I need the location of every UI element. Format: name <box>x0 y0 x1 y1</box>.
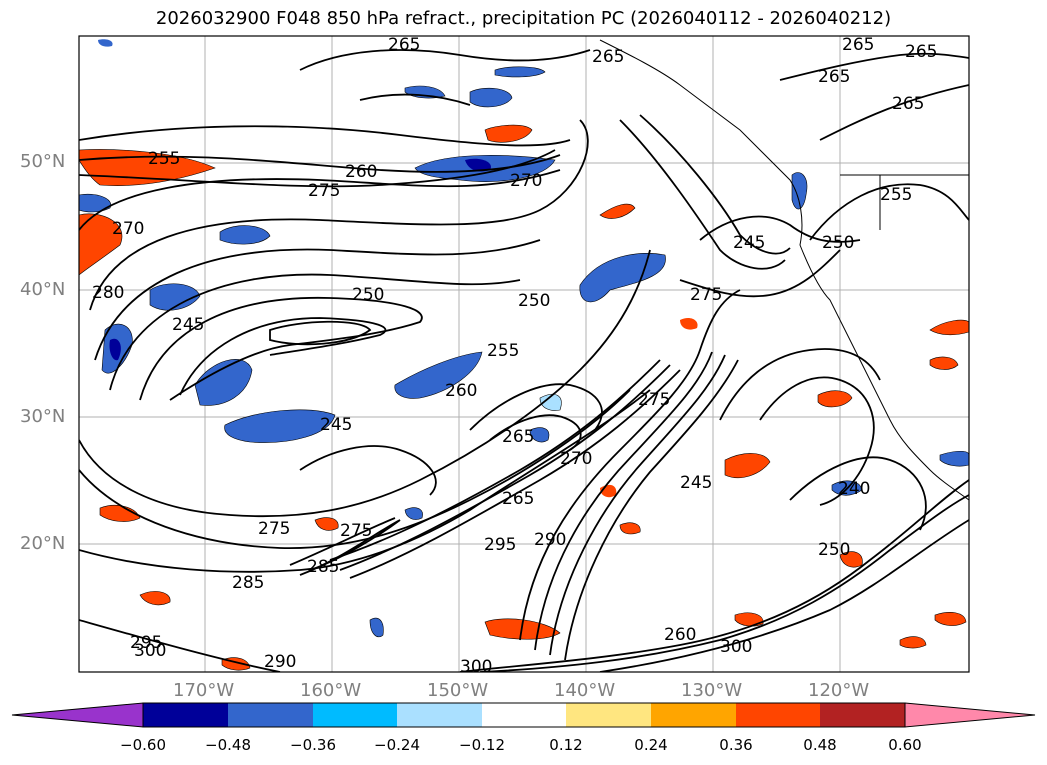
svg-text:240: 240 <box>838 479 870 499</box>
map-title: 2026032900 F048 850 hPa refract., precip… <box>155 8 892 29</box>
svg-text:260: 260 <box>664 625 696 645</box>
lon-label-120w: 120°W <box>808 680 870 701</box>
svg-text:275: 275 <box>258 519 290 539</box>
lon-label-160w: 160°W <box>300 680 362 701</box>
svg-text:250: 250 <box>352 285 384 305</box>
svg-text:285: 285 <box>232 573 264 593</box>
colorbar-bin <box>736 703 820 727</box>
plot-area <box>79 36 969 672</box>
colorbar-extend-high <box>904 702 1036 728</box>
svg-text:300: 300 <box>460 657 492 677</box>
colorbar-tick: 0.36 <box>719 736 753 754</box>
colorbar-tick: 0.48 <box>803 736 837 754</box>
colorbar-tick: 0.24 <box>634 736 668 754</box>
contour-labels: 265 265 265 265 265 265 255 260 275 270 … <box>92 35 937 677</box>
lat-label-50n: 50°N <box>20 151 66 172</box>
plot-frame <box>78 35 970 673</box>
svg-text:245: 245 <box>320 415 352 435</box>
svg-text:260: 260 <box>345 162 377 182</box>
svg-text:280: 280 <box>92 283 124 303</box>
colorbar-tick: −0.48 <box>205 736 251 754</box>
svg-text:300: 300 <box>720 637 752 657</box>
svg-text:275: 275 <box>308 181 340 201</box>
colorbar-tick: 0.60 <box>888 736 922 754</box>
svg-text:265: 265 <box>502 427 534 447</box>
svg-text:275: 275 <box>690 285 722 305</box>
svg-text:250: 250 <box>818 540 850 560</box>
svg-text:270: 270 <box>112 219 144 239</box>
colorbar-bin <box>143 703 228 727</box>
svg-text:255: 255 <box>880 185 912 205</box>
svg-text:275: 275 <box>340 521 372 541</box>
svg-text:260: 260 <box>445 381 477 401</box>
colorbar-bin <box>397 703 482 727</box>
colorbar-bin <box>820 703 905 727</box>
lat-label-30n: 30°N <box>20 406 66 427</box>
lat-label-40n: 40°N <box>20 279 66 300</box>
colorbar-bin <box>313 703 397 727</box>
lon-label-170w: 170°W <box>173 680 235 701</box>
colorbar <box>11 702 1036 728</box>
colorbar-bin <box>566 703 651 727</box>
coastlines <box>599 39 969 501</box>
lon-label-130w: 130°W <box>681 680 743 701</box>
colorbar-tick: −0.24 <box>374 736 420 754</box>
svg-text:295: 295 <box>130 633 162 653</box>
svg-text:265: 265 <box>592 47 624 67</box>
svg-text:300: 300 <box>134 641 166 661</box>
lon-label-140w: 140°W <box>554 680 616 701</box>
svg-text:295: 295 <box>484 535 516 555</box>
precip-shading <box>79 39 969 671</box>
colorbar-bin <box>482 703 566 727</box>
colorbar-bin <box>651 703 736 727</box>
colorbar-tick: 0.12 <box>549 736 583 754</box>
svg-text:290: 290 <box>264 652 296 672</box>
svg-text:250: 250 <box>822 233 854 253</box>
svg-text:255: 255 <box>487 341 519 361</box>
svg-text:265: 265 <box>842 35 874 55</box>
svg-text:265: 265 <box>818 67 850 87</box>
colorbar-tick: −0.60 <box>120 736 166 754</box>
svg-text:250: 250 <box>518 291 550 311</box>
colorbar-tick: −0.12 <box>459 736 505 754</box>
svg-text:265: 265 <box>388 35 420 55</box>
svg-text:265: 265 <box>892 94 924 114</box>
svg-text:290: 290 <box>534 530 566 550</box>
svg-text:265: 265 <box>905 42 937 62</box>
svg-text:270: 270 <box>560 449 592 469</box>
svg-text:245: 245 <box>680 473 712 493</box>
svg-text:270: 270 <box>510 171 542 191</box>
colorbar-bin <box>228 703 313 727</box>
svg-text:245: 245 <box>733 233 765 253</box>
svg-text:245: 245 <box>172 315 204 335</box>
svg-text:255: 255 <box>148 149 180 169</box>
svg-text:275: 275 <box>638 390 670 410</box>
lat-label-20n: 20°N <box>20 533 66 554</box>
colorbar-extend-low <box>11 702 144 728</box>
colorbar-tick: −0.36 <box>290 736 336 754</box>
refractivity-contours <box>79 49 969 672</box>
lon-label-150w: 150°W <box>427 680 489 701</box>
svg-text:285: 285 <box>307 557 339 577</box>
svg-text:265: 265 <box>502 489 534 509</box>
